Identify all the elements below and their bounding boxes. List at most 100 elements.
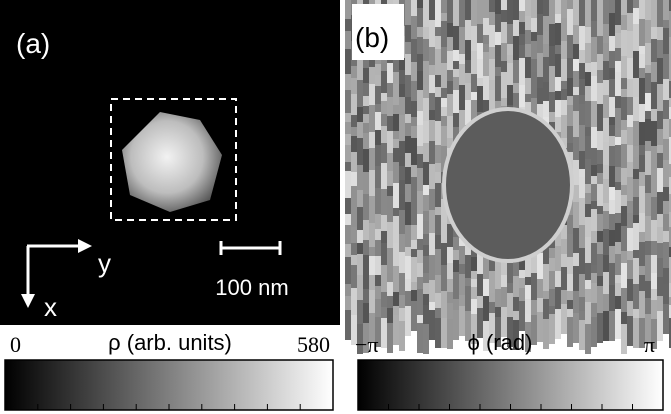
phase-texture	[663, 139, 669, 169]
phase-texture	[363, 149, 369, 179]
phase-texture	[345, 74, 351, 104]
phase-texture	[573, 0, 579, 30]
phase-texture	[441, 222, 447, 252]
phase-texture	[393, 266, 399, 296]
phase-texture	[591, 209, 597, 239]
phase-texture	[411, 62, 417, 92]
phase-texture	[417, 71, 423, 101]
phase-texture	[393, 216, 399, 246]
phase-texture	[405, 184, 411, 214]
phase-texture	[603, 95, 609, 125]
phase-texture	[393, 315, 399, 345]
phase-texture	[657, 0, 663, 30]
phase-texture	[621, 226, 627, 256]
phase-texture	[417, 8, 423, 38]
phase-texture	[501, 257, 507, 287]
phase-texture	[495, 14, 501, 44]
phase-texture	[609, 146, 615, 176]
phase-texture	[603, 255, 609, 285]
phase-texture	[381, 143, 387, 173]
phase-texture	[435, 249, 441, 279]
phase-texture	[519, 58, 525, 88]
label-box	[352, 4, 404, 60]
phase-texture	[507, 317, 513, 347]
phase-texture	[573, 291, 579, 321]
phase-texture	[585, 217, 591, 247]
phase-texture	[375, 240, 381, 270]
phase-texture	[507, 293, 513, 323]
phase-texture	[357, 58, 363, 88]
phase-texture	[423, 324, 429, 354]
phase-texture	[345, 225, 351, 255]
phase-texture	[531, 41, 537, 71]
phase-texture	[405, 54, 411, 84]
phase-texture	[489, 59, 495, 89]
panel-label: (b)	[355, 22, 389, 53]
phase-texture	[411, 301, 417, 331]
phase-texture	[615, 223, 621, 253]
phase-texture	[591, 243, 597, 273]
phase-texture	[429, 0, 435, 30]
phase-texture	[651, 121, 657, 151]
phase-texture	[621, 30, 627, 60]
phase-texture	[603, 272, 609, 302]
phase-texture	[513, 0, 519, 30]
phase-texture	[567, 317, 573, 347]
phase-texture	[639, 0, 645, 30]
phase-texture	[621, 288, 627, 318]
phase-texture	[591, 317, 597, 347]
phase-texture	[627, 127, 633, 157]
phase-texture	[651, 255, 657, 285]
phase-texture	[483, 296, 489, 326]
phase-texture	[369, 290, 375, 320]
phase-texture	[363, 255, 369, 285]
phase-texture	[609, 230, 615, 260]
phase-texture	[351, 265, 357, 295]
phase-texture	[669, 81, 671, 111]
phase-texture	[357, 324, 363, 354]
phase-texture	[429, 233, 435, 263]
phase-texture	[417, 90, 423, 120]
phase-texture	[603, 211, 609, 241]
phase-texture	[345, 31, 351, 61]
phase-texture	[465, 311, 471, 341]
phase-texture	[435, 318, 441, 348]
phase-texture	[579, 225, 585, 255]
phase-texture	[411, 0, 417, 30]
phase-texture	[411, 16, 417, 46]
phase-texture	[597, 214, 603, 244]
phase-texture	[357, 207, 363, 237]
colorbar-b: −π ϕ (rad) π	[355, 330, 664, 411]
phase-texture	[669, 318, 671, 348]
phase-texture	[573, 228, 579, 258]
phase-texture	[483, 0, 489, 30]
phase-texture	[357, 300, 363, 330]
phase-texture	[525, 253, 531, 283]
phase-texture	[489, 271, 495, 301]
phase-texture	[471, 0, 477, 30]
phase-texture	[507, 0, 513, 30]
phase-texture	[627, 177, 633, 207]
phase-texture	[399, 321, 405, 351]
phase-texture	[465, 0, 471, 30]
phase-texture	[603, 43, 609, 73]
phase-texture	[651, 197, 657, 227]
phase-texture	[357, 254, 363, 284]
phase-texture	[399, 210, 405, 240]
colorbar-max: π	[644, 332, 655, 357]
phase-texture	[627, 31, 633, 61]
phase-texture	[477, 308, 483, 338]
phase-texture	[513, 36, 519, 66]
phase-texture	[609, 246, 615, 276]
phase-texture	[609, 51, 615, 81]
phase-texture	[435, 0, 441, 30]
phase-texture	[633, 121, 639, 151]
phase-texture	[651, 82, 657, 112]
phase-texture	[399, 97, 405, 127]
colorbar-a: 0 ρ (arb. units) 580	[4, 330, 334, 411]
phase-texture	[567, 35, 573, 65]
phase-texture	[501, 287, 507, 317]
phase-texture	[459, 27, 465, 57]
phase-texture	[603, 229, 609, 259]
